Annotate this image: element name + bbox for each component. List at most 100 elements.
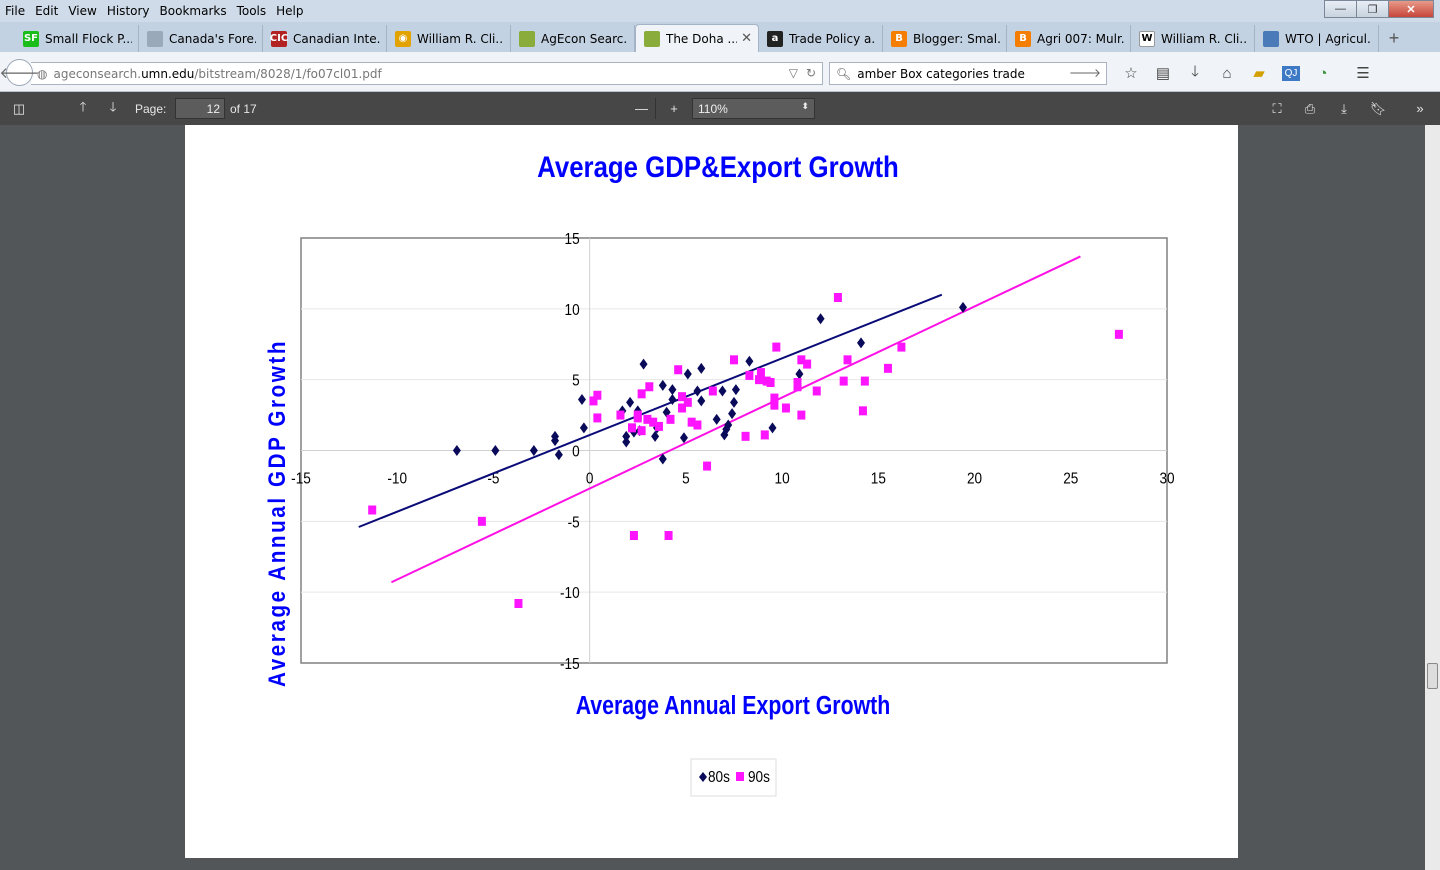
point-90s bbox=[793, 378, 802, 387]
reading-list-icon[interactable]: ▤ bbox=[1155, 65, 1171, 82]
tab-label: Trade Policy a... bbox=[789, 31, 876, 46]
point-90s bbox=[649, 417, 658, 427]
scrollbar-thumb[interactable] bbox=[1427, 663, 1438, 689]
scatter-chart: Average GDP&Export Growth -15 -10 -5 0 5 10 15… bbox=[264, 150, 1175, 797]
point-90s bbox=[755, 375, 764, 385]
bookmark-icon[interactable]: 🔖︎ bbox=[1369, 100, 1387, 116]
point-80s bbox=[554, 449, 563, 461]
menu-view[interactable]: View bbox=[68, 4, 97, 18]
search-go-icon[interactable]: 🡒 bbox=[1068, 66, 1101, 80]
point-90s bbox=[589, 396, 598, 406]
tab-label: AgEcon Searc... bbox=[541, 31, 628, 46]
point-80s bbox=[639, 358, 648, 370]
point-80s bbox=[452, 445, 461, 456]
x-tick-label: -10 bbox=[387, 471, 407, 488]
minimize-button[interactable]: — bbox=[1324, 0, 1357, 18]
tab-favicon-icon: a bbox=[767, 30, 783, 47]
reload-icon[interactable]: ↻ bbox=[805, 66, 816, 80]
point-90s bbox=[883, 363, 892, 373]
menu-help[interactable]: Help bbox=[276, 4, 304, 18]
legend-80s-label: 80s bbox=[708, 769, 730, 786]
url-dropdown-icon[interactable]: ▽ bbox=[788, 66, 798, 80]
menu-bookmarks[interactable]: Bookmarks bbox=[159, 4, 227, 18]
vertical-scrollbar[interactable] bbox=[1425, 125, 1440, 870]
pdf-viewer[interactable]: Average GDP&Export Growth -15 -10 -5 0 5 10 15… bbox=[0, 125, 1440, 870]
tab-0[interactable]: SF Small Flock P... bbox=[15, 25, 139, 52]
zoom-in-icon[interactable]: + bbox=[670, 101, 678, 116]
page-label: Page: bbox=[135, 101, 167, 116]
site-identity-icon[interactable]: ◍ bbox=[37, 66, 48, 81]
screenshot-icon[interactable]: ▰ bbox=[1253, 65, 1265, 82]
tab-10[interactable]: WTO | Agricul... bbox=[1255, 25, 1379, 52]
point-90s bbox=[897, 342, 906, 352]
y-tick-label: 5 bbox=[572, 373, 580, 390]
point-90s bbox=[683, 397, 692, 407]
zoom-select[interactable]: 110% ⬍ bbox=[692, 98, 815, 119]
downloads-icon[interactable]: 🡓 bbox=[1191, 62, 1199, 80]
previous-page-icon[interactable]: 🡑 bbox=[79, 98, 87, 114]
point-90s bbox=[839, 376, 848, 386]
menu-edit[interactable]: Edit bbox=[35, 4, 59, 18]
menu-file[interactable]: File bbox=[5, 4, 26, 18]
point-80s bbox=[959, 301, 968, 313]
point-80s bbox=[697, 362, 706, 374]
point-80s bbox=[795, 368, 804, 380]
back-button[interactable]: 🡐 bbox=[0, 59, 40, 86]
tab-label: Canadian Inte... bbox=[293, 31, 380, 46]
tab-close-icon[interactable]: ✕ bbox=[741, 31, 752, 46]
tab-5[interactable]: The Doha ... ✕ bbox=[635, 24, 759, 52]
zoom-out-icon[interactable]: — bbox=[628, 98, 656, 119]
extension-chrome-icon[interactable]: ◔ bbox=[1318, 64, 1328, 82]
download-icon[interactable]: ⤓ bbox=[1341, 100, 1347, 116]
tab-1[interactable]: Canada's Fore... bbox=[139, 25, 263, 52]
tab-7[interactable]: B Blogger: Smal... bbox=[883, 25, 1007, 52]
point-90s bbox=[770, 400, 779, 410]
close-window-button[interactable]: ✕ bbox=[1388, 0, 1434, 18]
presentation-mode-icon[interactable]: ⛶ bbox=[1272, 100, 1282, 116]
point-80s bbox=[730, 396, 738, 408]
point-90s bbox=[666, 414, 675, 424]
extension-qj-icon[interactable]: QJ bbox=[1275, 62, 1307, 84]
gridlines bbox=[301, 308, 1167, 593]
point-90s bbox=[678, 392, 687, 402]
tab-8[interactable]: B Agri 007: Mulr... bbox=[1007, 25, 1131, 52]
window-controls: — ❐ ✕ bbox=[1324, 0, 1434, 18]
menu-tools[interactable]: Tools bbox=[236, 4, 267, 18]
tab-6[interactable]: a Trade Policy a... bbox=[759, 25, 883, 52]
new-tab-button[interactable]: + bbox=[1388, 28, 1400, 48]
tab-4[interactable]: AgEcon Searc... bbox=[511, 25, 635, 52]
bookmark-star-icon[interactable]: ☆ bbox=[1124, 65, 1138, 82]
restore-button[interactable]: ❐ bbox=[1356, 0, 1389, 18]
zoom-chevron-icon: ⬍ bbox=[801, 101, 809, 111]
point-80s bbox=[718, 385, 727, 397]
point-80s bbox=[491, 445, 500, 456]
url-path: /bitstream/8028/1/fo07cl01.pdf bbox=[194, 66, 382, 81]
tab-2[interactable]: CIC Canadian Inte... bbox=[263, 25, 387, 52]
point-90s bbox=[803, 359, 812, 369]
tab-9[interactable]: W William R. Cli... bbox=[1131, 25, 1255, 52]
next-page-icon[interactable]: 🡓 bbox=[109, 98, 117, 114]
print-icon[interactable]: ⎙ bbox=[1304, 100, 1316, 116]
point-80s bbox=[693, 385, 702, 397]
tab-3[interactable]: ◉ William R. Cli... bbox=[387, 25, 511, 52]
sidebar-toggle-icon[interactable]: ◫ bbox=[12, 100, 26, 116]
menu-history[interactable]: History bbox=[106, 4, 150, 18]
trendlines bbox=[358, 255, 1081, 584]
x-tick-label: 10 bbox=[775, 471, 790, 488]
point-80s bbox=[683, 368, 692, 380]
tools-chevron-icon[interactable]: » bbox=[1416, 101, 1424, 116]
url-bar[interactable]: ◍ ageconsearch. umn.edu/bitstream/8028/1/… bbox=[31, 62, 823, 85]
point-80s bbox=[668, 394, 677, 405]
back-arrow-icon: 🡐 bbox=[0, 65, 40, 82]
search-input[interactable] bbox=[857, 66, 1088, 81]
legend-90s-label: 90s bbox=[748, 769, 770, 786]
menu-hamburger-icon[interactable]: ☰ bbox=[1356, 65, 1370, 82]
tab-label: Blogger: Smal... bbox=[913, 31, 1000, 46]
home-icon[interactable]: ⌂ bbox=[1222, 64, 1232, 82]
page-number-input[interactable] bbox=[175, 98, 225, 119]
point-80s bbox=[728, 408, 737, 420]
pdf-toolbar: ◫ 🡑 🡓 Page: of 17 — + 110% ⬍ ⛶ ⎙ ⤓ 🔖︎ » bbox=[0, 92, 1440, 125]
x-axis-label: Average Annual Export Growth bbox=[576, 691, 891, 721]
trendline-80s bbox=[358, 293, 943, 528]
search-bar[interactable]: 🔍︎ 🡒 bbox=[829, 62, 1107, 85]
